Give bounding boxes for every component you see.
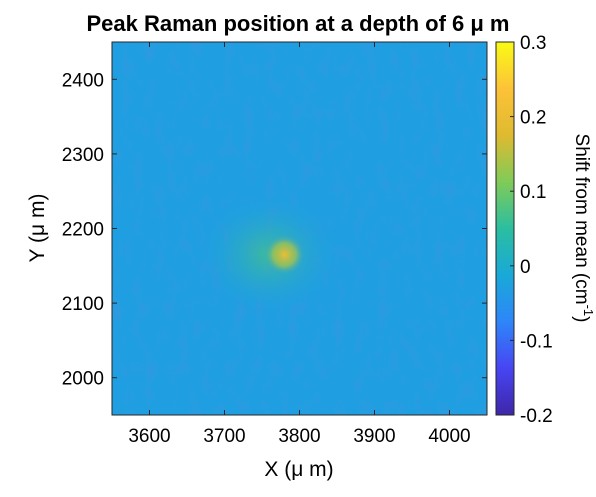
colorbar-label-sup: -1 <box>581 305 596 317</box>
x-tick-label: 3600 <box>128 426 170 447</box>
colorbar-label-end: ) <box>571 316 592 322</box>
colorbar-tick-label: 0 <box>520 257 531 278</box>
x-tick-label: 4000 <box>428 426 470 447</box>
heatmap-features <box>198 194 341 316</box>
y-tick-label: 2400 <box>62 70 104 91</box>
colorbar-axis: -0.2 -0.1 0 0.1 0.2 0.3 <box>510 33 553 427</box>
plot-area <box>112 42 487 415</box>
colorbar-label-main: Shift from mean (cm <box>571 134 592 305</box>
x-tick-label: 3800 <box>278 426 320 447</box>
feature-hotspot <box>263 233 306 276</box>
colorbar-tick-label: 0.1 <box>520 182 546 203</box>
y-tick-label: 2100 <box>62 294 104 315</box>
colorbar-tick-label: -0.2 <box>520 406 553 427</box>
y-axis-label: Y (μ m) <box>26 194 49 263</box>
x-axis-label: X (μ m) <box>264 458 333 481</box>
colorbar-tick-label: -0.1 <box>520 331 553 352</box>
y-axis: 2000 2100 2200 2300 2400 <box>62 70 487 390</box>
y-tick-label: 2000 <box>62 369 104 390</box>
x-tick-label: 3700 <box>203 426 245 447</box>
colorbar <box>495 41 515 416</box>
colorbar-tick-label: 0.2 <box>520 108 546 129</box>
y-tick-label: 2300 <box>62 145 104 166</box>
x-axis: 3600 3700 3800 3900 4000 <box>128 42 471 447</box>
y-tick-label: 2200 <box>62 220 104 241</box>
chart-title: Peak Raman position at a depth of 6 μ m <box>87 11 510 36</box>
colorbar-tick-label: 0.3 <box>520 33 546 54</box>
colorbar-label: Shift from mean (cm-1) <box>571 134 596 323</box>
x-tick-label: 3900 <box>353 426 395 447</box>
